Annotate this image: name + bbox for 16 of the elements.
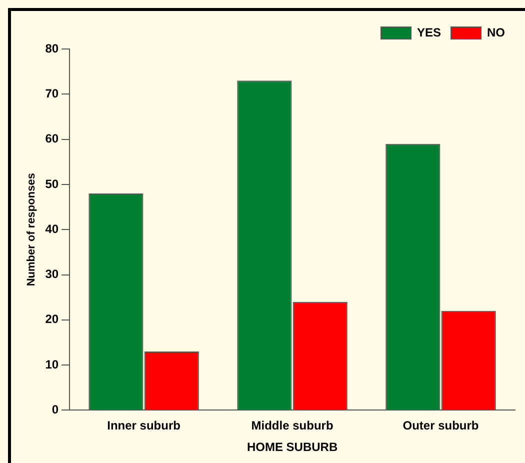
y-tick-label: 50 — [45, 176, 59, 191]
legend-label: YES — [416, 25, 442, 40]
y-tick-label: 10 — [45, 357, 59, 372]
x-tick-label: Outer suburb — [402, 418, 479, 433]
y-tick-label: 30 — [45, 267, 59, 282]
x-tick-label: Inner suburb — [107, 418, 180, 433]
y-tick-label: 70 — [45, 86, 59, 100]
y-tick-label: 80 — [45, 41, 59, 56]
y-tick-label: 40 — [45, 222, 59, 236]
x-tick-label: Middle suburb — [251, 418, 334, 433]
legend-label: NO — [487, 25, 505, 40]
y-tick-label: 0 — [52, 402, 59, 417]
y-axis-title: Number of responses — [26, 173, 38, 286]
y-tick-label: 60 — [45, 132, 59, 146]
y-tick-label: 20 — [45, 312, 59, 326]
x-axis-title: HOME SUBURB — [246, 440, 338, 454]
